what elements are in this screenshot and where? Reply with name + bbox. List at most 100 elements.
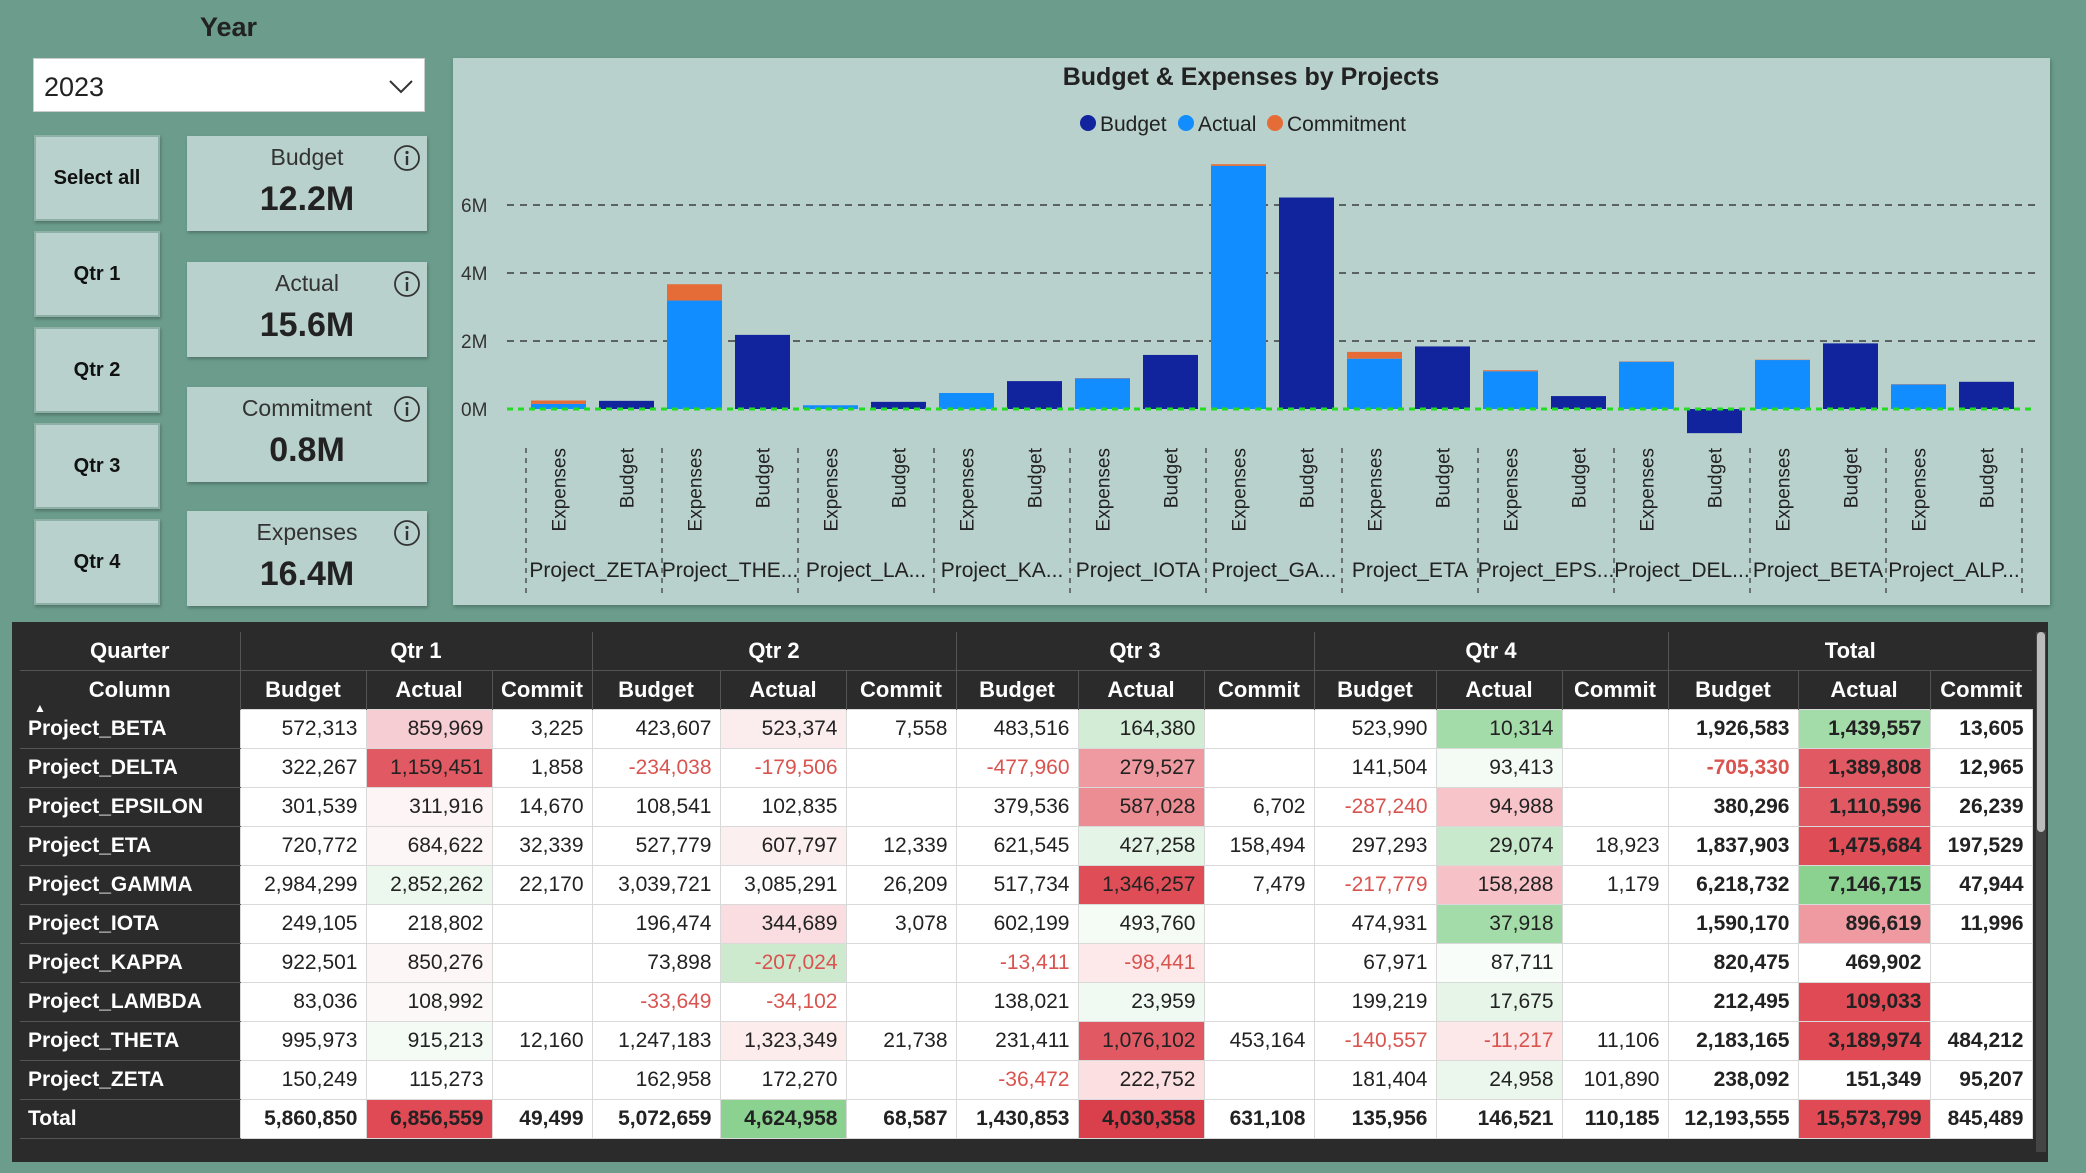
scroll-thumb[interactable] [2037,632,2045,832]
total-cell: 631,108 [1203,1099,1315,1139]
x-bar-label: Expenses [1910,448,1931,531]
total-cell: 110,185 [1561,1099,1669,1139]
table-row[interactable]: Project_KAPPA 922,501 850,276 73,898 -207,02… [20,943,2033,983]
table-row[interactable]: Project_DELTA 322,267 1,159,451 1,858 -234,0… [20,748,2033,788]
table-cell: 850,276 [365,943,493,983]
header-actual[interactable]: Actual [719,670,846,710]
header-budget[interactable]: Budget [239,670,366,710]
table-cell: -477,960 [955,748,1079,788]
table-cell: 1,926,583 [1667,709,1799,749]
table-row[interactable]: Project_IOTA 249,105 218,802 196,474 344,689… [20,904,2033,944]
table-cell: 13,605 [1929,709,2033,749]
table-row[interactable]: Project_ZETA 150,249 115,273 162,958 172,270… [20,1060,2033,1100]
header-qtr-4[interactable]: Qtr 4 [1313,632,1668,671]
total-cell: 5,860,850 [239,1099,367,1139]
table-row[interactable]: Project_GAMMA 2,984,299 2,852,262 22,170 3,0… [20,865,2033,905]
table-cell: 311,916 [365,787,493,827]
header-actual[interactable]: Actual [365,670,492,710]
header-commit[interactable]: Commit [845,670,956,710]
total-cell: 68,587 [845,1099,957,1139]
header-qtr-1[interactable]: Qtr 1 [239,632,592,671]
info-icon[interactable] [393,519,421,547]
table-cell: 1,159,451 [365,748,493,788]
table-cell: -287,240 [1313,787,1437,827]
table-cell: -98,441 [1077,943,1205,983]
header-actual[interactable]: Actual [1797,670,1930,710]
table-cell: 527,779 [591,826,721,866]
total-label: Total [20,1099,240,1139]
table-cell: 1,179 [1561,865,1669,905]
header-qtr-2[interactable]: Qtr 2 [591,632,956,671]
qtr-3-button[interactable]: Qtr 3 [34,423,160,509]
table-cell: 32,339 [491,826,593,866]
header-commit[interactable]: Commit [1929,670,2032,710]
sort-ascending-icon[interactable]: ▲ [34,701,46,716]
chart-canvas: Budget & Expenses by Projects Budget Actua… [461,63,2035,593]
table-cell: 3,085,291 [719,865,847,905]
header-actual[interactable]: Actual [1077,670,1204,710]
header-budget[interactable]: Budget [1313,670,1436,710]
x-bar-label: Budget [1434,447,1455,508]
table-cell [1929,943,2033,983]
bar-actual [1075,378,1130,409]
table-cell: 1,475,684 [1797,826,1931,866]
year-dropdown[interactable]: 2023 [33,58,425,112]
header-commit[interactable]: Commit [491,670,592,710]
table-cell: 423,607 [591,709,721,749]
bar-budget [1143,354,1198,409]
header-actual[interactable]: Actual [1435,670,1562,710]
bar-budget [1551,396,1606,409]
info-icon[interactable] [393,395,421,423]
x-group-label: Project_GA... [1212,559,1337,582]
header-column[interactable]: Column ▲ [20,671,240,715]
table-cell: 212,495 [1667,982,1799,1022]
info-icon[interactable] [393,270,421,298]
table-cell: 26,239 [1929,787,2033,827]
table-cell: 6,702 [1203,787,1315,827]
table-cell: -140,557 [1313,1021,1437,1061]
table-cell: 231,411 [955,1021,1079,1061]
qtr-2-button[interactable]: Qtr 2 [34,327,160,413]
bar-actual [1891,384,1946,409]
info-icon[interactable] [393,144,421,172]
table-scrollbar[interactable] [2036,632,2046,1152]
table-cell: 517,734 [955,865,1079,905]
bar-budget [1007,381,1062,409]
actual-card: Actual 15.6M [187,262,427,357]
header-budget[interactable]: Budget [955,670,1078,710]
table-row[interactable]: Project_ETA 720,772 684,622 32,339 527,779 60… [20,826,2033,866]
table-cell: 2,183,165 [1667,1021,1799,1061]
header-commit[interactable]: Commit [1561,670,1668,710]
qtr-1-button[interactable]: Qtr 1 [34,231,160,317]
header-label: Commit [1574,677,1656,702]
table-cell: 297,293 [1313,826,1437,866]
header-commit[interactable]: Commit [1203,670,1314,710]
table-cell [1203,943,1315,983]
card-value: 0.8M [269,431,345,469]
qtr-4-button[interactable]: Qtr 4 [34,519,160,605]
table-row[interactable]: Project_LAMBDA 83,036 108,992 -33,649 -34,10… [20,982,2033,1022]
header-qtr-3[interactable]: Qtr 3 [955,632,1314,671]
select-all-button[interactable]: Select all [34,135,160,221]
table-row[interactable]: Project_EPSILON 301,539 311,916 14,670 108,5… [20,787,2033,827]
table-cell [1203,709,1315,749]
x-group-label: Project_BETA [1753,559,1883,582]
header-budget[interactable]: Budget [1667,670,1798,710]
bar-budget [1415,346,1470,409]
budget-matrix-table[interactable]: Quarter Qtr 1 Qtr 2 Qtr 3 Qtr 4 Total Column ▲… [12,622,2048,1162]
table-cell: 83,036 [239,982,367,1022]
table-row[interactable]: Project_THETA 995,973 915,213 12,160 1,247,1… [20,1021,2033,1061]
table-cell: -36,472 [955,1060,1079,1100]
header-label: Budget [265,677,341,702]
table-cell: 344,689 [719,904,847,944]
header-total[interactable]: Total [1667,632,2032,671]
budget-expenses-chart[interactable]: Budget & Expenses by Projects Budget Actua… [453,58,2050,605]
header-budget[interactable]: Budget [591,670,720,710]
x-bar-label: Expenses [822,448,843,531]
header-label: Actual [1107,677,1175,702]
table-cell: 2,852,262 [365,865,493,905]
table-cell: 493,760 [1077,904,1205,944]
table-cell: 1,346,257 [1077,865,1205,905]
table-row[interactable]: Project_BETA 572,313 859,969 3,225 423,607 52… [20,709,2033,749]
bar-commitment [1211,164,1266,166]
